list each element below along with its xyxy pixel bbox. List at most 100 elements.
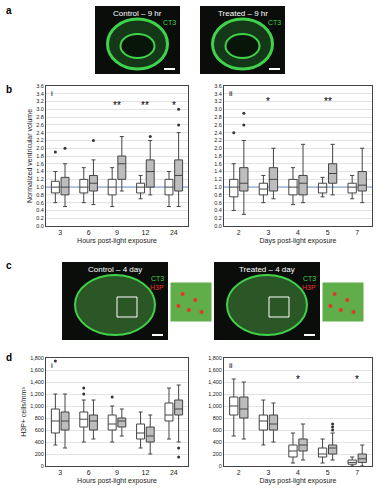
- svg-text:Hours post-light exposure: Hours post-light exposure: [77, 237, 157, 245]
- svg-text:1,200: 1,200: [208, 391, 222, 397]
- svg-text:1.8: 1.8: [36, 153, 44, 159]
- svg-text:1.4: 1.4: [214, 168, 222, 174]
- svg-text:800: 800: [213, 415, 222, 421]
- svg-text:1.0: 1.0: [214, 184, 222, 190]
- svg-text:24: 24: [170, 229, 178, 236]
- svg-text:2.8: 2.8: [214, 114, 222, 120]
- svg-text:600: 600: [35, 427, 44, 433]
- svg-text:9: 9: [115, 469, 119, 476]
- svg-text:2.6: 2.6: [214, 122, 222, 128]
- svg-text:400: 400: [35, 439, 44, 445]
- svg-text:2.8: 2.8: [36, 114, 44, 120]
- svg-text:0.8: 0.8: [214, 192, 222, 198]
- svg-text:Treated – 9 hr: Treated – 9 hr: [218, 9, 268, 18]
- svg-text:2: 2: [237, 229, 241, 236]
- svg-text:**: **: [113, 100, 121, 111]
- svg-text:3.6: 3.6: [36, 83, 44, 89]
- svg-text:0.4: 0.4: [36, 207, 44, 213]
- svg-text:i: i: [51, 361, 53, 370]
- svg-text:3.0: 3.0: [214, 106, 222, 112]
- svg-text:2.2: 2.2: [36, 137, 44, 143]
- svg-text:3.0: 3.0: [36, 106, 44, 112]
- svg-text:3: 3: [266, 469, 270, 476]
- svg-text:3: 3: [58, 229, 62, 236]
- svg-text:2: 2: [237, 469, 241, 476]
- svg-text:3: 3: [58, 469, 62, 476]
- svg-text:1.6: 1.6: [36, 161, 44, 167]
- svg-text:0: 0: [219, 463, 222, 469]
- svg-text:H3P: H3P: [302, 284, 316, 291]
- svg-text:CT3: CT3: [151, 275, 164, 282]
- svg-text:1,800: 1,800: [30, 355, 44, 361]
- svg-text:5: 5: [326, 229, 330, 236]
- svg-text:2.2: 2.2: [214, 137, 222, 143]
- svg-text:2.4: 2.4: [214, 130, 222, 136]
- svg-text:*: *: [172, 100, 176, 111]
- svg-text:*: *: [266, 96, 270, 107]
- svg-text:1,400: 1,400: [30, 379, 44, 385]
- svg-text:12: 12: [142, 469, 150, 476]
- svg-text:1,400: 1,400: [208, 379, 222, 385]
- svg-text:1,000: 1,000: [30, 403, 44, 409]
- svg-text:0.8: 0.8: [36, 192, 44, 198]
- svg-text:Normalized ventricular volume: Normalized ventricular volume: [26, 109, 33, 203]
- svg-text:CT3: CT3: [163, 19, 176, 26]
- svg-text:1,200: 1,200: [30, 391, 44, 397]
- svg-text:1,600: 1,600: [30, 367, 44, 373]
- svg-text:i: i: [51, 89, 53, 98]
- svg-text:24: 24: [170, 469, 178, 476]
- svg-text:0.6: 0.6: [214, 200, 222, 206]
- svg-text:CT3: CT3: [303, 275, 316, 282]
- svg-text:1.4: 1.4: [36, 168, 44, 174]
- svg-text:6: 6: [87, 469, 91, 476]
- svg-text:4: 4: [296, 469, 300, 476]
- svg-text:0.6: 0.6: [36, 200, 44, 206]
- svg-text:800: 800: [35, 415, 44, 421]
- svg-text:0.2: 0.2: [214, 215, 222, 221]
- svg-text:1,800: 1,800: [208, 355, 222, 361]
- svg-text:*: *: [296, 374, 300, 385]
- svg-text:c: c: [6, 260, 12, 271]
- svg-text:600: 600: [213, 427, 222, 433]
- svg-text:4: 4: [296, 229, 300, 236]
- svg-text:Hours post-light exposure: Hours post-light exposure: [77, 477, 157, 485]
- svg-text:3.2: 3.2: [214, 98, 222, 104]
- svg-text:3.6: 3.6: [214, 83, 222, 89]
- svg-text:Control – 9 hr: Control – 9 hr: [113, 9, 162, 18]
- svg-text:*: *: [355, 374, 359, 385]
- svg-text:1,000: 1,000: [208, 403, 222, 409]
- svg-text:1.2: 1.2: [36, 176, 44, 182]
- svg-text:0.2: 0.2: [36, 215, 44, 221]
- svg-text:1.8: 1.8: [214, 153, 222, 159]
- svg-text:Control – 4 day: Control – 4 day: [88, 265, 142, 274]
- svg-text:1.2: 1.2: [214, 176, 222, 182]
- svg-text:6: 6: [87, 229, 91, 236]
- svg-text:Treated – 4 day: Treated – 4 day: [239, 265, 295, 274]
- svg-text:3.2: 3.2: [36, 98, 44, 104]
- svg-text:0.4: 0.4: [214, 207, 222, 213]
- svg-text:2.6: 2.6: [36, 122, 44, 128]
- svg-text:CT3: CT3: [268, 19, 281, 26]
- svg-text:400: 400: [213, 439, 222, 445]
- svg-text:b: b: [6, 84, 12, 95]
- svg-text:H3P+ cells/mm³: H3P+ cells/mm³: [20, 387, 27, 437]
- svg-text:200: 200: [35, 451, 44, 457]
- svg-text:H3P: H3P: [150, 284, 164, 291]
- svg-text:**: **: [141, 100, 149, 111]
- svg-text:3.4: 3.4: [214, 91, 222, 97]
- svg-text:3: 3: [266, 229, 270, 236]
- svg-text:1.0: 1.0: [36, 184, 44, 190]
- svg-text:1.6: 1.6: [214, 161, 222, 167]
- svg-text:a: a: [6, 5, 12, 16]
- svg-text:7: 7: [355, 229, 359, 236]
- svg-text:200: 200: [213, 451, 222, 457]
- svg-text:2.0: 2.0: [214, 145, 222, 151]
- svg-text:Days post-light exposure: Days post-light exposure: [259, 237, 336, 245]
- svg-text:ii: ii: [229, 361, 233, 370]
- svg-text:0.0: 0.0: [36, 223, 44, 229]
- svg-text:Days post-light exposure: Days post-light exposure: [259, 477, 336, 485]
- svg-text:3.4: 3.4: [36, 91, 44, 97]
- svg-text:9: 9: [115, 229, 119, 236]
- svg-text:1,600: 1,600: [208, 367, 222, 373]
- svg-text:0: 0: [41, 463, 44, 469]
